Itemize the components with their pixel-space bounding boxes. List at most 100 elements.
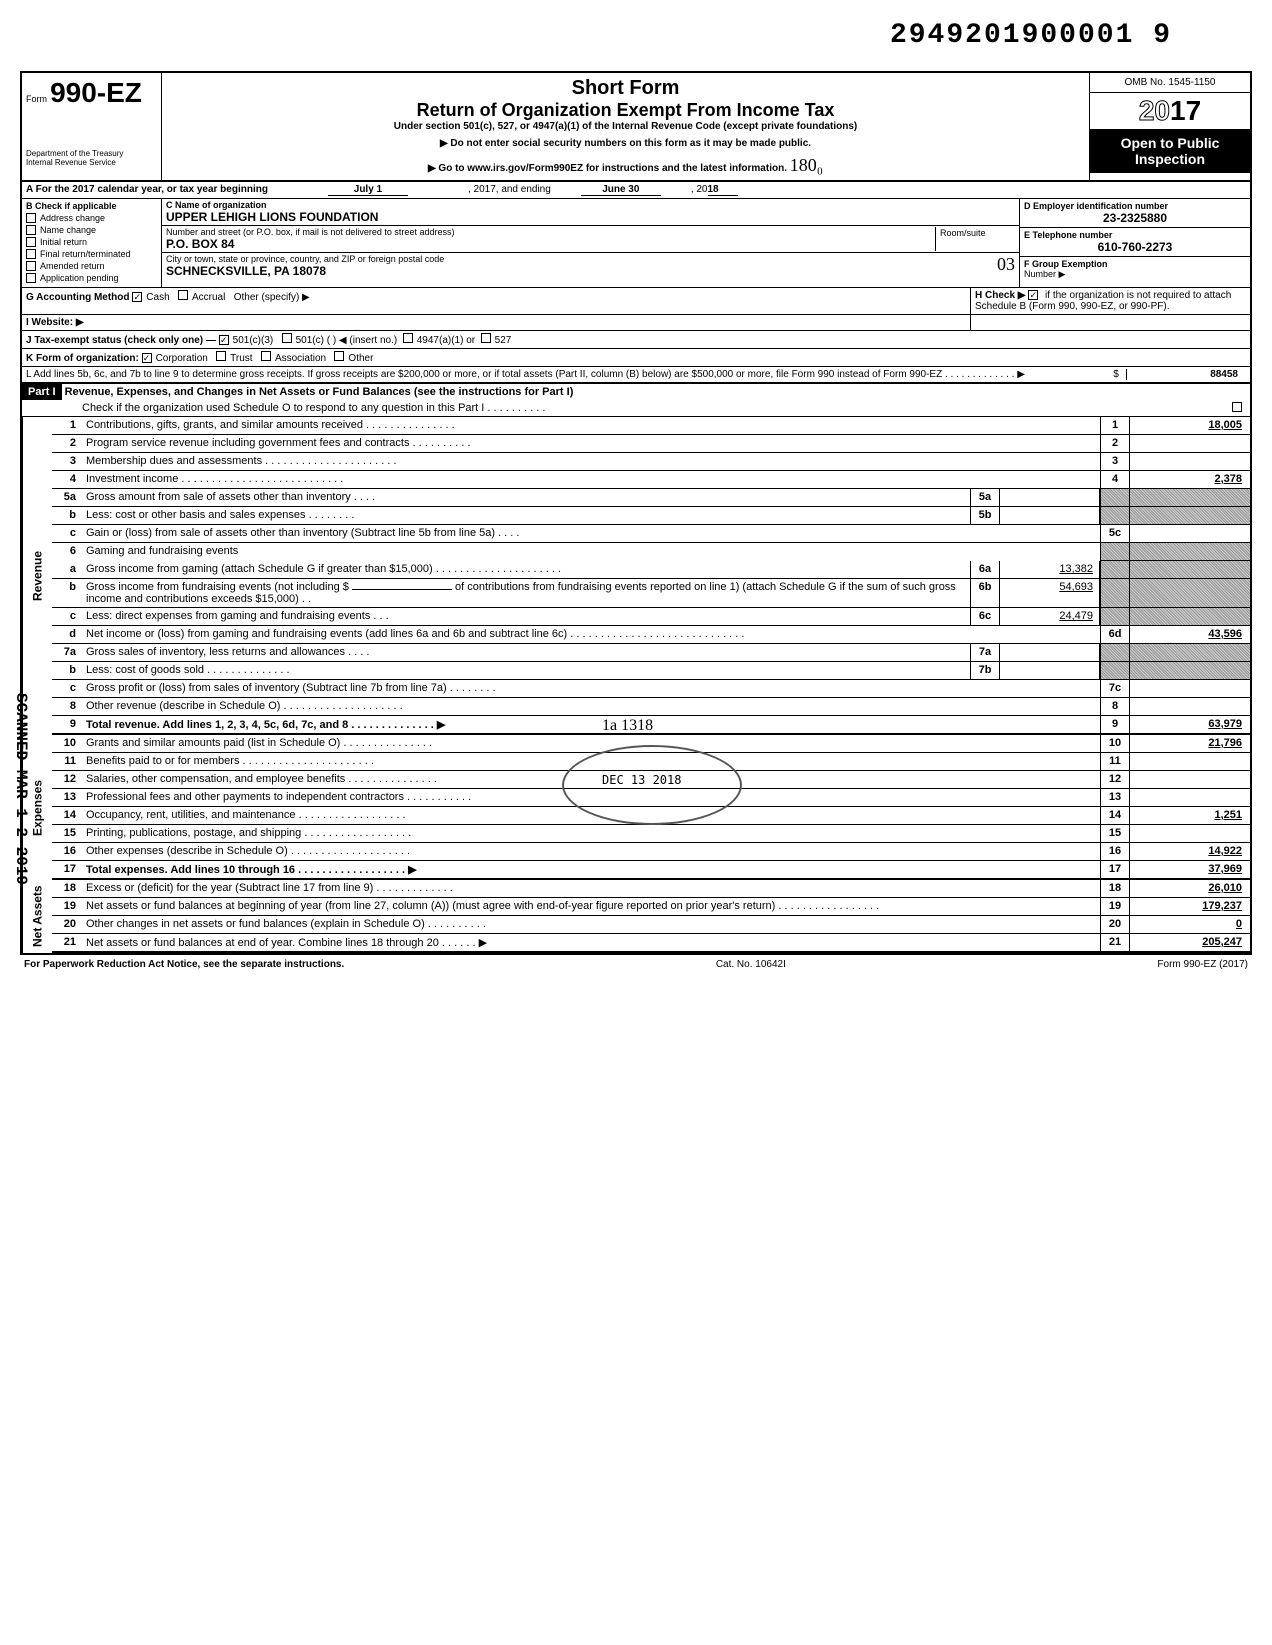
- ln7b-shade2: [1130, 662, 1250, 679]
- chk-pending[interactable]: Application pending: [26, 273, 157, 283]
- chk-other[interactable]: [334, 351, 344, 361]
- ln5b-shade: [1100, 507, 1130, 524]
- chk-trust[interactable]: [216, 351, 226, 361]
- chk-assoc[interactable]: [261, 351, 271, 361]
- note-ssn: ▶ Do not enter social security numbers o…: [170, 138, 1081, 149]
- ln20-desc: Other changes in net assets or fund bala…: [82, 916, 1100, 933]
- ln6a-sv: 13,382: [1000, 561, 1100, 578]
- ln6b-sb: 6b: [970, 579, 1000, 607]
- l-value: 88458: [1126, 369, 1246, 380]
- chk-4947[interactable]: [403, 333, 413, 343]
- ln18-rn: 18: [1100, 880, 1130, 897]
- c-street-row: Number and street (or P.O. box, if mail …: [162, 226, 1019, 253]
- ln14-num: 14: [52, 807, 82, 824]
- ln21-num: 21: [52, 934, 82, 951]
- ln16-desc: Other expenses (describe in Schedule O) …: [82, 843, 1100, 860]
- open-public-2: Inspection: [1092, 151, 1248, 167]
- ln7a-sv: [1000, 644, 1100, 661]
- ln7a-shade: [1100, 644, 1130, 661]
- g-label: G Accounting Method: [26, 292, 130, 303]
- ln17-rn: 17: [1100, 861, 1130, 878]
- ln5c-rn: 5c: [1100, 525, 1130, 542]
- ln9-rn: 9: [1100, 716, 1130, 733]
- ln15-num: 15: [52, 825, 82, 842]
- ln8-rn: 8: [1100, 698, 1130, 715]
- chk-501c3[interactable]: ✓: [219, 335, 229, 345]
- ln14-val: 1,251: [1130, 807, 1250, 824]
- part1-title: Revenue, Expenses, and Changes in Net As…: [65, 386, 574, 398]
- ln11-rn: 11: [1100, 753, 1130, 770]
- chk-part1-schedo[interactable]: [1232, 402, 1242, 412]
- org-name: UPPER LEHIGH LIONS FOUNDATION: [166, 210, 1015, 224]
- k-other: Other: [348, 353, 373, 364]
- city: SCHNECKSVILLE, PA 18078: [166, 264, 975, 278]
- ln6c-num: c: [52, 608, 82, 625]
- ln12-num: 12: [52, 771, 82, 788]
- g-cash: Cash: [146, 292, 169, 303]
- chk-initial[interactable]: Initial return: [26, 237, 157, 247]
- ln6d-num: d: [52, 626, 82, 643]
- ln4-num: 4: [52, 471, 82, 488]
- ln20-val: 0: [1130, 916, 1250, 933]
- chk-name[interactable]: Name change: [26, 225, 157, 235]
- chk-address[interactable]: Address change: [26, 213, 157, 223]
- ln3-val: [1130, 453, 1250, 470]
- form-header: Form 990-EZ Department of the Treasury I…: [22, 73, 1250, 182]
- ln6a-shade2: [1130, 561, 1250, 578]
- ln4-rn: 4: [1100, 471, 1130, 488]
- ln20-num: 20: [52, 916, 82, 933]
- ln7b-sv: [1000, 662, 1100, 679]
- chk-cash[interactable]: ✓: [132, 292, 142, 302]
- ln15-val: [1130, 825, 1250, 842]
- ln6b-shade2: [1130, 579, 1250, 607]
- ln6a-sb: 6a: [970, 561, 1000, 578]
- ln5b-shade2: [1130, 507, 1250, 524]
- chk-501c[interactable]: [282, 333, 292, 343]
- f-row: F Group Exemption Number ▶: [1020, 257, 1250, 282]
- handwritten-03: 03: [975, 254, 1015, 278]
- netassets-section: Net Assets 18Excess or (deficit) for the…: [22, 880, 1250, 953]
- ln15-rn: 15: [1100, 825, 1130, 842]
- chk-amended[interactable]: Amended return: [26, 261, 157, 271]
- i-label: I Website: ▶: [22, 315, 970, 330]
- row-a: A For the 2017 calendar year, or tax yea…: [22, 182, 1250, 199]
- ln19-num: 19: [52, 898, 82, 915]
- chk-pending-label: Application pending: [40, 273, 119, 283]
- c-city-row: City or town, state or province, country…: [162, 253, 1019, 279]
- ln7a-desc: Gross sales of inventory, less returns a…: [82, 644, 970, 661]
- chk-accrual[interactable]: [178, 290, 188, 300]
- ln6c-desc: Less: direct expenses from gaming and fu…: [82, 608, 970, 625]
- a-begin: July 1: [328, 184, 408, 196]
- f-label: F Group Exemption: [1024, 259, 1246, 269]
- chk-527[interactable]: [481, 333, 491, 343]
- l-dollar: $: [1106, 369, 1126, 380]
- omb-box: OMB No. 1545-1150 2017 Open to Public In…: [1090, 73, 1250, 180]
- ln10-num: 10: [52, 735, 82, 752]
- open-public-1: Open to Public: [1092, 135, 1248, 151]
- d-ein: 23-2325880: [1024, 211, 1246, 225]
- netassets-label: Net Assets: [22, 880, 52, 953]
- col-b: B Check if applicable Address change Nam…: [22, 199, 162, 287]
- ln19-desc: Net assets or fund balances at beginning…: [82, 898, 1100, 915]
- ln5b-sv: [1000, 507, 1100, 524]
- ln5c-val: [1130, 525, 1250, 542]
- handwritten-1a: 1a 1318: [602, 717, 653, 735]
- chk-h[interactable]: ✓: [1028, 290, 1038, 300]
- j-insert: ) ◀ (insert no.): [333, 335, 397, 346]
- chk-final-label: Final return/terminated: [40, 249, 131, 259]
- ln13-val: [1130, 789, 1250, 806]
- e-row: E Telephone number 610-760-2273: [1020, 228, 1250, 257]
- ln16-num: 16: [52, 843, 82, 860]
- form-label: Form: [26, 94, 47, 104]
- j-501c3: 501(c)(3): [233, 335, 274, 346]
- chk-final[interactable]: Final return/terminated: [26, 249, 157, 259]
- ln7b-shade: [1100, 662, 1130, 679]
- col-c: C Name of organization UPPER LEHIGH LION…: [162, 199, 1020, 287]
- ln6a-num: a: [52, 561, 82, 578]
- chk-corp[interactable]: ✓: [142, 353, 152, 363]
- f-number: Number ▶: [1024, 269, 1246, 280]
- room-suite: Room/suite: [935, 227, 1015, 251]
- ln10-rn: 10: [1100, 735, 1130, 752]
- ln7c-rn: 7c: [1100, 680, 1130, 697]
- ln2-rn: 2: [1100, 435, 1130, 452]
